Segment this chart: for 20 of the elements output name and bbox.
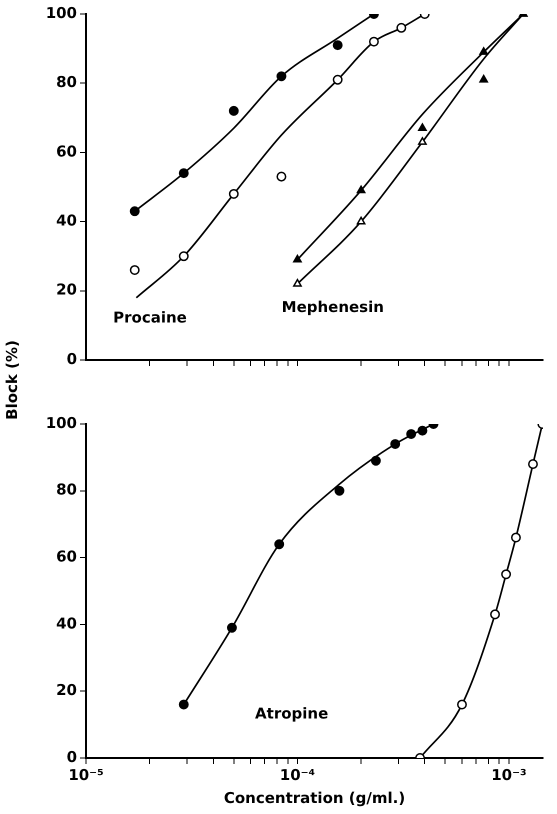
x-tick-label: 10⁻⁴ — [280, 766, 316, 784]
x-axis-title: Concentration (g/ml.) — [224, 788, 406, 807]
y-tick-label: 0 — [66, 350, 77, 368]
y-tick-label: 20 — [56, 280, 77, 299]
y-tick-label: 60 — [56, 547, 77, 566]
y-tick-label: 20 — [56, 681, 77, 700]
x-tick-label: 10⁻³ — [491, 766, 527, 784]
y-tick-label: 60 — [56, 142, 77, 160]
y-tick-label: 40 — [56, 211, 77, 230]
annotation: Atropine — [255, 704, 328, 722]
y-tick-label: 0 — [66, 748, 77, 766]
annotation: Procaine — [113, 308, 187, 326]
y-tick-label: 80 — [56, 480, 77, 499]
annotation: Mephenesin — [282, 298, 384, 316]
y-tick-label: 40 — [56, 614, 77, 632]
y-tick-label: 100 — [46, 4, 77, 22]
y-axis-title: Block (%) — [3, 340, 21, 420]
y-tick-label: 100 — [46, 414, 77, 432]
y-tick-label: 80 — [56, 73, 77, 92]
x-tick-label: 10⁻⁵ — [68, 766, 104, 784]
